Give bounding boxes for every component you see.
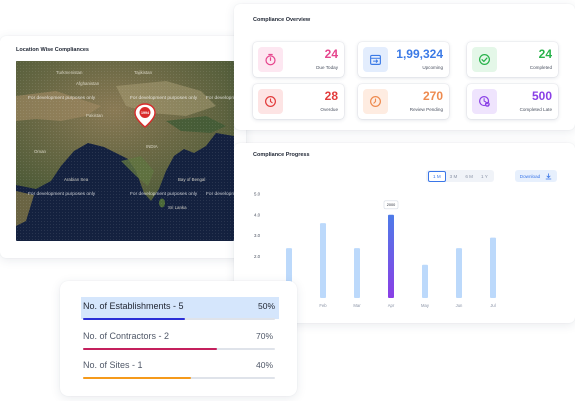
chart-bar[interactable] [422, 264, 428, 298]
check-circle-icon [472, 47, 497, 72]
range-selector: 1 M 3 M 6 M 1 Y [426, 170, 494, 182]
clock-review-icon [363, 89, 388, 114]
map-watermark: For development purposes only [28, 95, 96, 101]
stat-tile-due-today[interactable]: 24 Due Today [253, 42, 344, 77]
stat-value: 1,99,324 [396, 47, 443, 61]
breakdown-progress-track [83, 348, 275, 350]
overview-card-title: Compliance Overview [253, 17, 311, 23]
stat-tile-review-pending[interactable]: 270 Review Pending [358, 84, 449, 119]
map-place-label: Arabian Sea [64, 177, 89, 182]
download-icon [545, 172, 552, 179]
stat-label: Upcoming [422, 65, 443, 70]
stat-label: Completed [529, 65, 552, 70]
map-place-label: Pakistan [86, 113, 103, 118]
x-tick-label: Jul [490, 303, 495, 308]
x-tick-label: Feb [319, 303, 327, 308]
stat-value: 500 [531, 89, 552, 103]
stat-label: Review Pending [409, 107, 443, 112]
chart-tooltip [383, 200, 399, 210]
range-option[interactable]: 3 M [449, 173, 458, 179]
breakdown-percent: 50% [257, 301, 275, 311]
breakdown-progress-track [83, 377, 275, 379]
chart-bar[interactable] [490, 237, 496, 298]
stat-tile-completed-late[interactable]: 500 Completed Late [467, 84, 558, 119]
stat-value: 28 [324, 89, 338, 103]
map-pin-icon[interactable]: 1994 [134, 103, 156, 128]
stat-value: 270 [422, 89, 443, 103]
y-tick-label: 3.0 [254, 233, 261, 238]
entity-breakdown-card: No. of Establishments - 5 50% No. of Con… [60, 281, 297, 396]
stat-label: Overdue [320, 107, 338, 112]
breakdown-label: No. of Contractors - 2 [83, 331, 170, 341]
stat-tile-upcoming[interactable]: 1,99,324 Upcoming [358, 42, 449, 77]
map-place-label: Tajikistan [134, 70, 153, 75]
stat-value: 24 [538, 47, 552, 61]
map-place-label: Oman [34, 149, 47, 154]
download-label: Download [519, 173, 541, 179]
location-card-title: Location Wise Compliances [16, 47, 89, 53]
range-option[interactable]: 6 M [465, 173, 474, 179]
map-watermark: For development purposes only [130, 95, 198, 101]
map-canvas: For development purposes only For develo… [16, 61, 234, 241]
map-place-label: Turkmenistan [56, 70, 83, 75]
chart-bar[interactable] [456, 248, 462, 298]
compliance-map[interactable]: For development purposes only For develo… [16, 61, 234, 241]
stat-tile-overdue[interactable]: 28 Overdue [253, 84, 344, 119]
chart-bar-highlighted[interactable] [388, 214, 394, 298]
map-place-label: INDIA [146, 144, 158, 149]
breakdown-progress-fill [83, 318, 185, 320]
x-tick-label: Apr [388, 303, 395, 308]
range-option[interactable]: 1 M [428, 170, 446, 182]
stopwatch-icon [258, 47, 283, 72]
progress-chart: 2.03.04.05.0 JanFebMarAprMayJunJul 2000 [254, 192, 496, 308]
y-tick-label: 4.0 [254, 212, 261, 217]
y-tick-label: 5.0 [254, 192, 261, 197]
calendar-arrow-icon [363, 47, 388, 72]
clock-alarm-icon [258, 89, 283, 114]
map-place-label: Bay of Bengal [178, 177, 205, 182]
range-option[interactable]: 1 Y [481, 173, 488, 179]
map-pin-count: 1994 [141, 111, 149, 115]
stat-value: 24 [324, 47, 338, 61]
map-watermark: For development purposes only [28, 191, 96, 197]
breakdown-label: No. of Sites - 1 [83, 360, 143, 370]
y-tick-label: 2.0 [254, 254, 261, 259]
map-place-label: Afghanistan [76, 81, 100, 86]
x-tick-label: May [421, 303, 430, 308]
breakdown-label: No. of Establishments - 5 [83, 301, 184, 311]
breakdown-percent: 40% [255, 360, 273, 370]
compliance-overview-card: Compliance Overview 24 Due Today 1,99,32… [234, 4, 575, 130]
stat-tile-completed[interactable]: 24 Completed [467, 42, 558, 77]
stat-label: Due Today [316, 65, 338, 70]
clock-late-icon [472, 89, 497, 114]
chart-bar[interactable] [354, 248, 360, 298]
map-watermark: For development purposes only [130, 191, 198, 197]
breakdown-progress-track [83, 318, 275, 320]
progress-card-title: Compliance Progress [253, 152, 310, 158]
map-watermark: For development purposes only [206, 95, 234, 101]
chart-bar[interactable] [320, 223, 326, 298]
breakdown-percent: 70% [255, 331, 273, 341]
chart-tooltip-value: 2000 [387, 203, 395, 207]
x-tick-label: Jun [456, 303, 463, 308]
breakdown-row-contractors[interactable]: No. of Contractors - 2 70% [81, 327, 277, 350]
download-button[interactable]: Download [515, 170, 557, 182]
map-watermark: For development purposes only [206, 191, 234, 197]
stat-label: Completed Late [519, 107, 552, 112]
breakdown-progress-fill [83, 348, 218, 350]
breakdown-row-establishments[interactable]: No. of Establishments - 5 50% [81, 297, 279, 320]
breakdown-row-sites[interactable]: No. of Sites - 1 40% [81, 356, 277, 379]
map-place-label: Sri Lanka [168, 205, 187, 210]
x-tick-label: Mar [353, 303, 361, 308]
breakdown-progress-fill [83, 377, 191, 379]
